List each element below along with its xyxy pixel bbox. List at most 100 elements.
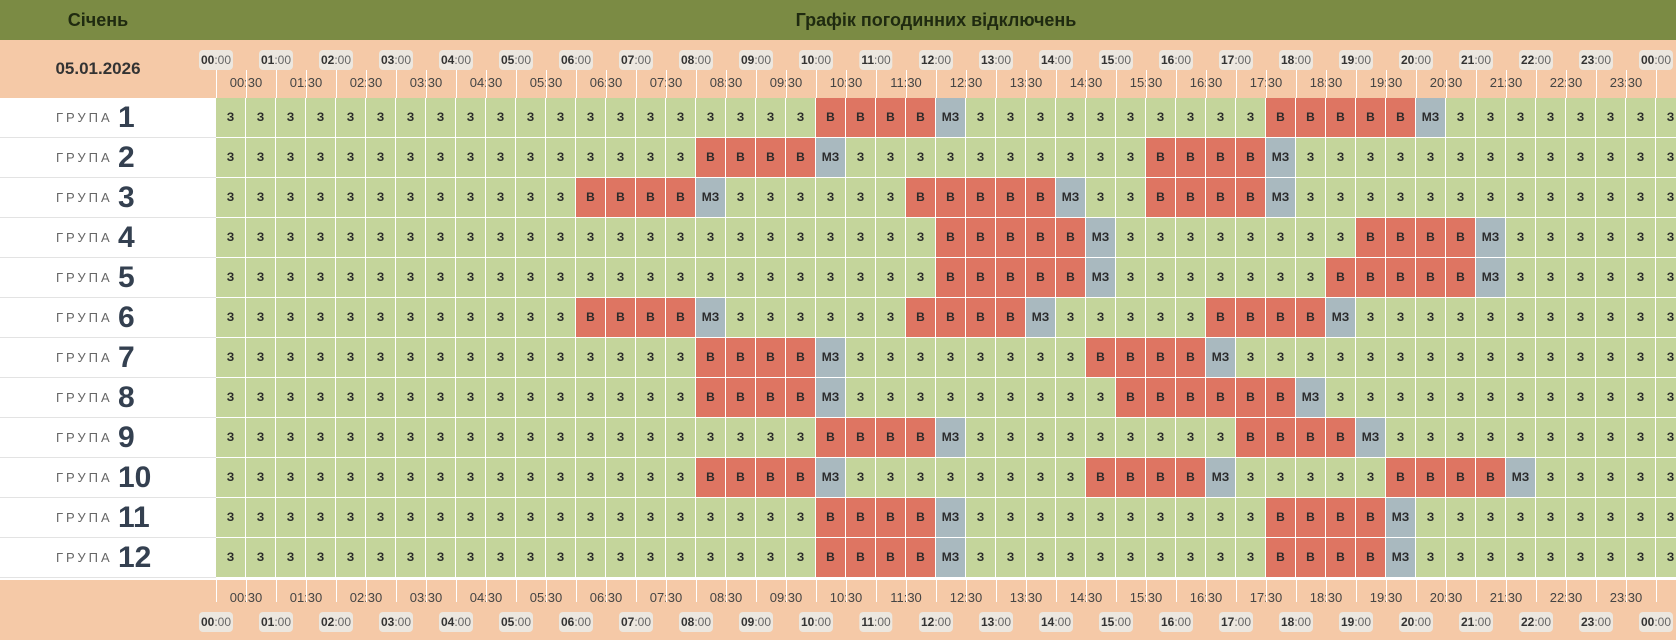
schedule-cell: З [576, 258, 605, 297]
schedule-cell: З [1656, 98, 1676, 137]
schedule-cell: В [1236, 418, 1265, 457]
schedule-cell: З [636, 218, 665, 257]
schedule-cell: В [606, 298, 635, 337]
schedule-cell: З [1536, 338, 1565, 377]
group-number: 11 [118, 501, 150, 534]
axis-tick [396, 580, 397, 602]
axis-tick [1356, 580, 1357, 602]
schedule-cell: З [306, 178, 335, 217]
hour-label: 01:00 [258, 50, 294, 70]
schedule-cell: В [1326, 538, 1355, 577]
schedule-cell: З [1356, 298, 1385, 337]
schedule-cell: З [606, 98, 635, 137]
axis-tick [1026, 580, 1027, 602]
schedule-cell: З [426, 418, 455, 457]
schedule-cell: З [1476, 138, 1505, 177]
schedule-cell: З [456, 338, 485, 377]
axis-tick [396, 70, 397, 98]
schedule-cell: З [636, 538, 665, 577]
schedule-cell: З [1296, 338, 1325, 377]
schedule-cell: З [1566, 378, 1595, 417]
schedule-cell: З [546, 378, 575, 417]
schedule-cell: З [1326, 338, 1355, 377]
schedule-cell: З [246, 138, 275, 177]
hour-label: 15:00 [1098, 50, 1134, 70]
axis-tick [996, 70, 997, 98]
schedule-cell: З [1566, 338, 1595, 377]
schedule-cell: МЗ [1416, 98, 1445, 137]
axis-tick [966, 70, 967, 98]
schedule-cell: В [666, 178, 695, 217]
schedule-cell: В [1146, 178, 1175, 217]
schedule-cell: З [786, 98, 815, 137]
schedule-cell: МЗ [1086, 218, 1115, 257]
schedule-cell: З [276, 378, 305, 417]
axis-tick [1596, 580, 1597, 602]
schedule-cell: З [1026, 338, 1055, 377]
schedule-cell: З [1596, 178, 1625, 217]
schedule-cell: В [1026, 178, 1055, 217]
schedule-cell: МЗ [1476, 258, 1505, 297]
group-word: ГРУПА [56, 230, 113, 245]
schedule-cell: З [1026, 138, 1055, 177]
schedule-cell: В [1296, 298, 1325, 337]
schedule-cell: З [1296, 218, 1325, 257]
schedule-cell: З [306, 378, 335, 417]
schedule-cell: З [486, 498, 515, 537]
hour-label: 13:00 [978, 50, 1014, 70]
schedule-cell: З [366, 138, 395, 177]
schedule-cell: В [1206, 178, 1235, 217]
schedule-cell: З [306, 458, 335, 497]
schedule-cell: З [1206, 498, 1235, 537]
schedule-cell: З [516, 338, 545, 377]
schedule-cell: З [306, 338, 335, 377]
schedule-cell: В [636, 178, 665, 217]
group-number: 12 [118, 541, 152, 574]
schedule-cell: З [606, 258, 635, 297]
schedule-cell: З [1446, 338, 1475, 377]
group-label: ГРУПА 11 [0, 498, 216, 538]
hour-label: 20:00 [1398, 50, 1434, 70]
hour-label: 08:00 [678, 50, 714, 70]
axis-tick [546, 70, 547, 98]
schedule-cell: З [1236, 538, 1265, 577]
schedule-cell: З [756, 498, 785, 537]
schedule-cell: З [1506, 218, 1535, 257]
schedule-cell: В [576, 178, 605, 217]
schedule-cell: З [876, 258, 905, 297]
schedule-cell: З [786, 418, 815, 457]
hour-label: 21:00 [1458, 612, 1494, 632]
schedule-cell: З [516, 378, 545, 417]
schedule-cell: З [1626, 498, 1655, 537]
schedule-cell: З [1536, 258, 1565, 297]
schedule-cell: З [1506, 298, 1535, 337]
schedule-cell: В [636, 298, 665, 337]
schedule-cell: З [1086, 538, 1115, 577]
schedule-cell: З [1116, 498, 1145, 537]
schedule-cell: З [1596, 298, 1625, 337]
hour-label: 17:00 [1218, 50, 1254, 70]
schedule-cell: В [936, 218, 965, 257]
schedule-cell: В [1296, 418, 1325, 457]
schedule-cell: МЗ [1206, 338, 1235, 377]
axis-tick [456, 580, 457, 602]
schedule-cell: З [1416, 138, 1445, 177]
schedule-cell: В [966, 178, 995, 217]
schedule-cell: З [726, 98, 755, 137]
hour-label: 11:00 [859, 50, 893, 70]
schedule-cell: В [816, 418, 845, 457]
schedule-cell: З [1056, 378, 1085, 417]
schedule-cell: З [576, 218, 605, 257]
group-label: ГРУПА 8 [0, 378, 216, 418]
axis-tick [576, 70, 577, 98]
schedule-cell: З [846, 138, 875, 177]
schedule-cell: В [1146, 338, 1175, 377]
schedule-cell: З [1266, 258, 1295, 297]
schedule-cell: З [336, 298, 365, 337]
schedule-cell: З [1446, 138, 1475, 177]
axis-tick [816, 70, 817, 98]
schedule-cell: В [606, 178, 635, 217]
axis-tick [336, 580, 337, 602]
schedule-cell: В [1296, 498, 1325, 537]
schedule-cell: В [1446, 218, 1475, 257]
